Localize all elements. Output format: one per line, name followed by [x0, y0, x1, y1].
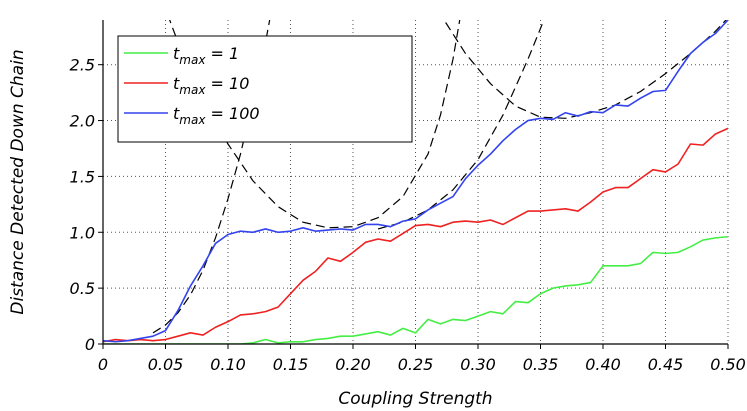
guide-curve	[443, 20, 727, 119]
y-tick-label: 1.0	[70, 223, 95, 242]
x-tick-label: 0.10	[210, 355, 246, 374]
axes	[98, 20, 729, 349]
legend: tmax = 1 tmax = 10 tmax = 100	[117, 35, 413, 143]
x-tick-label: 0.05	[148, 355, 184, 374]
series-line	[103, 20, 728, 343]
x-tick-label: 0.45	[648, 355, 684, 374]
x-axis-title: Coupling Strength	[338, 389, 492, 409]
x-tick-label: 0	[98, 355, 108, 374]
y-tick-label: 2.5	[70, 56, 95, 75]
x-tick-label: 0.25	[398, 355, 434, 374]
legend-box	[117, 35, 413, 143]
y-axis-title: Distance Detected Down Chain	[8, 49, 28, 314]
y-tick-label: 2.0	[70, 112, 95, 131]
x-tick-label: 0.40	[585, 355, 621, 374]
guide-curve	[169, 20, 461, 229]
series-line	[103, 127, 728, 343]
x-tick-label: 0.15	[273, 355, 309, 374]
legend-label: tmax = 100	[173, 104, 260, 127]
x-tick-label: 0.30	[460, 355, 496, 374]
guide-curve	[152, 20, 271, 334]
y-tick-label: 0	[85, 335, 95, 354]
guide-curve	[377, 20, 545, 230]
legend-label: tmax = 1	[173, 44, 239, 67]
series-lines	[103, 20, 728, 344]
tick-labels: 0 0.05 0.10 0.15 0.20 0.25 0.30 0.35 0.40 0.45 0.5…	[70, 56, 746, 374]
y-tick-label: 1.5	[70, 167, 95, 186]
series-line	[103, 235, 728, 344]
y-tick-label: 0.5	[70, 279, 95, 298]
x-tick-label: 0.50	[710, 355, 746, 374]
x-tick-label: 0.35	[523, 355, 559, 374]
legend-label: tmax = 10	[173, 74, 249, 97]
x-tick-label: 0.20	[335, 355, 371, 374]
